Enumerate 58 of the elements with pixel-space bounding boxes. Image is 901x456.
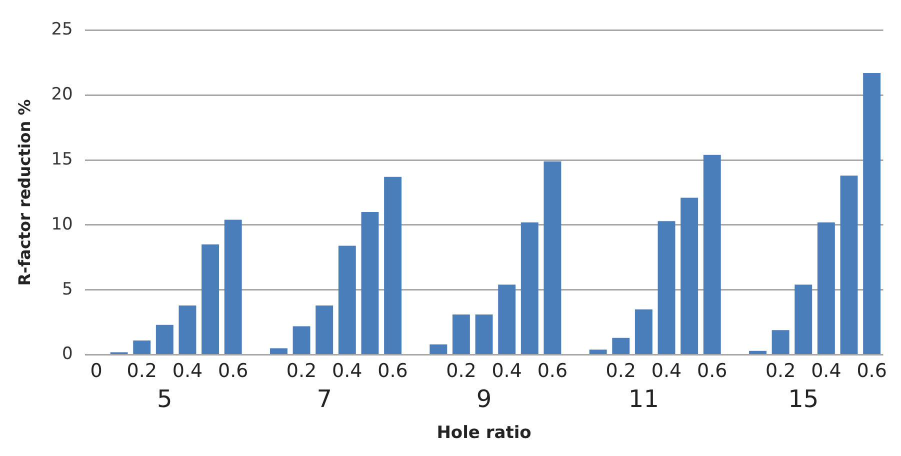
bar xyxy=(133,340,151,354)
x-tick-label: 0 xyxy=(90,360,102,382)
bar xyxy=(452,314,470,354)
text: 15 xyxy=(788,385,819,414)
bar xyxy=(430,344,448,354)
bar xyxy=(772,330,790,354)
bar xyxy=(520,222,538,354)
text: 5 xyxy=(157,385,172,414)
bar xyxy=(840,176,858,354)
x-axis-title: Hole ratio xyxy=(436,423,532,444)
y-tick-label: 10 xyxy=(51,214,73,234)
bar xyxy=(498,284,516,354)
bar xyxy=(316,305,334,354)
y-tick-label: 25 xyxy=(51,20,73,40)
bar xyxy=(292,326,310,354)
x-tick-label: 0.6 xyxy=(856,360,887,382)
x-tick-label: 0.4 xyxy=(492,360,522,382)
x-tick-label: 0.4 xyxy=(811,360,842,382)
bar xyxy=(794,284,812,354)
bar xyxy=(224,220,242,354)
y-tick-label: 0 xyxy=(62,344,73,364)
bar xyxy=(384,176,402,354)
bar xyxy=(680,198,698,354)
y-axis-title: R-factor reduction % xyxy=(14,99,34,286)
bar xyxy=(612,338,630,354)
x-tick-label: 0.2 xyxy=(126,360,157,382)
bar xyxy=(475,314,493,354)
bar xyxy=(178,305,196,354)
x-tick-label: 0.2 xyxy=(606,360,636,382)
y-tick-label: 15 xyxy=(51,149,73,170)
bar xyxy=(703,154,721,354)
bar xyxy=(361,212,379,354)
x-tick-label: 0.2 xyxy=(765,360,796,382)
x-tick-label: 0.6 xyxy=(697,360,728,382)
bar xyxy=(202,244,220,354)
x-tick-label: 0.4 xyxy=(332,360,362,382)
bar xyxy=(544,161,562,354)
bar xyxy=(156,324,174,354)
bar xyxy=(817,222,835,354)
x-tick-label: 0.4 xyxy=(172,360,203,382)
bar xyxy=(338,246,356,354)
text: 7 xyxy=(316,385,332,414)
text: 9 xyxy=(476,385,492,414)
bar xyxy=(270,348,288,354)
x-tick-label: 0.2 xyxy=(446,360,476,382)
x-tick-label: 0.4 xyxy=(651,360,682,382)
y-tick-label: 20 xyxy=(51,84,73,105)
bar xyxy=(634,309,652,354)
x-tick-label: 0.6 xyxy=(537,360,568,382)
bar xyxy=(658,221,676,354)
x-tick-label: 0.2 xyxy=(286,360,317,382)
text: 11 xyxy=(628,385,659,414)
y-tick-label: 5 xyxy=(62,279,73,300)
bar xyxy=(749,350,766,354)
bar xyxy=(589,350,607,354)
x-tick-label: 0.6 xyxy=(218,360,248,382)
x-tick-label: 0.6 xyxy=(378,360,408,382)
bar xyxy=(863,73,881,354)
